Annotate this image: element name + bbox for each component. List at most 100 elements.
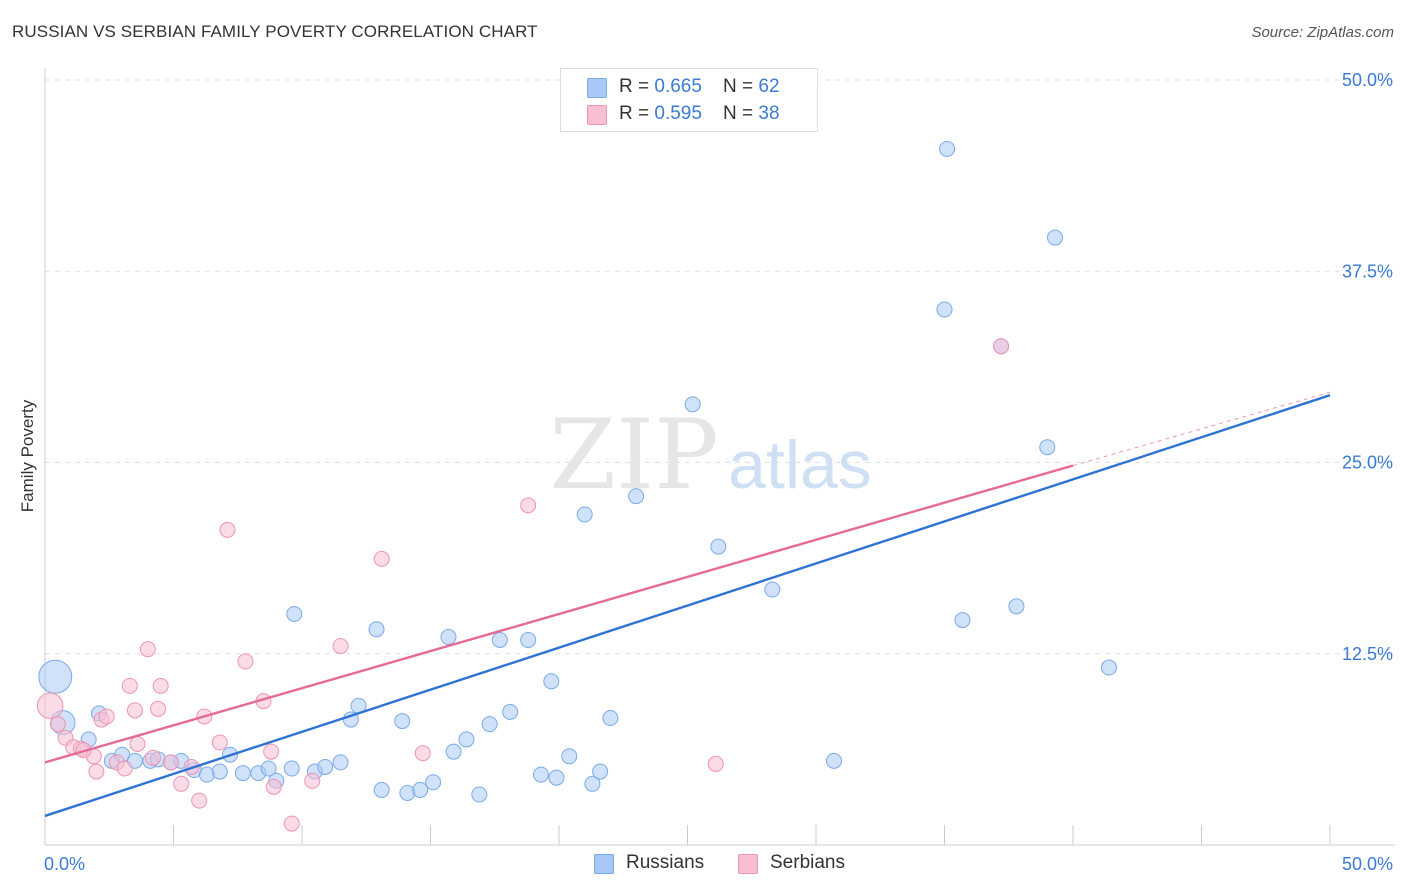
data-point	[368, 621, 385, 638]
data-point	[191, 792, 208, 809]
trend-line-extension	[1072, 391, 1331, 467]
data-point	[283, 815, 300, 832]
axes	[44, 68, 1395, 846]
data-point	[116, 760, 133, 777]
legend-label-russians: Russians	[626, 852, 705, 873]
data-point	[1047, 229, 1064, 246]
data-point	[373, 781, 390, 798]
stats-legend: R = 0.665 N = 62 R = 0.595 N = 38	[560, 68, 818, 132]
data-point	[263, 743, 280, 760]
data-point	[440, 628, 457, 645]
data-point	[561, 748, 578, 765]
data-point	[954, 612, 971, 629]
x-tick-label: 0.0%	[44, 854, 85, 874]
legend-swatch-russians	[587, 78, 607, 98]
data-point	[1008, 598, 1025, 615]
data-point	[576, 506, 593, 523]
data-point	[1039, 439, 1056, 456]
data-point	[211, 763, 228, 780]
legend-n-value: 38	[758, 103, 780, 124]
trend-line	[44, 394, 1331, 818]
trend-lines	[44, 391, 1331, 818]
data-point	[98, 708, 115, 725]
data-point	[373, 550, 390, 567]
series-russians-points	[38, 140, 1117, 803]
data-point	[414, 745, 431, 762]
data-point	[304, 772, 321, 789]
data-point	[520, 631, 537, 648]
data-point	[592, 763, 609, 780]
data-point	[520, 497, 537, 514]
data-point	[543, 673, 560, 690]
source-label: Source: ZipAtlas.com	[1251, 24, 1394, 41]
data-point	[993, 338, 1010, 355]
data-point	[49, 716, 66, 733]
data-point	[548, 769, 565, 786]
legend-r-value: 0.595	[654, 103, 702, 124]
data-point	[491, 631, 508, 648]
series-serbians-points	[36, 338, 1010, 832]
legend-n-value: 62	[758, 76, 780, 97]
data-point	[332, 638, 349, 655]
legend-swatch-serbians	[587, 105, 607, 125]
data-point	[129, 736, 146, 753]
legend-r-value: 0.665	[654, 76, 702, 97]
legend-swatch-serbians	[738, 854, 758, 874]
data-point	[412, 781, 429, 798]
data-point	[237, 653, 254, 670]
data-point	[628, 488, 645, 505]
legend-swatch-russians	[594, 854, 614, 874]
y-tick-label: 25.0%	[1342, 453, 1393, 473]
data-point	[481, 716, 498, 733]
legend-n-label: N =	[723, 76, 759, 97]
data-point	[88, 763, 105, 780]
data-point	[211, 734, 228, 751]
legend-label-serbians: Serbians	[770, 852, 845, 873]
tick-labels: 12.5% 25.0% 37.5% 50.0% 0.0% 50.0%	[44, 70, 1393, 874]
data-point	[173, 775, 190, 792]
data-point	[825, 752, 842, 769]
data-point	[764, 581, 781, 598]
data-point	[219, 521, 236, 538]
data-point	[332, 754, 349, 771]
data-point	[710, 538, 727, 555]
data-point	[144, 749, 161, 766]
data-point	[445, 743, 462, 760]
y-axis-label: Family Poverty	[18, 399, 37, 513]
data-point	[234, 765, 251, 782]
data-point	[584, 775, 601, 792]
x-tick-label: 50.0%	[1342, 854, 1393, 874]
data-point	[533, 766, 550, 783]
grid-lines	[45, 79, 1395, 655]
data-point	[139, 641, 156, 658]
data-point	[126, 702, 143, 719]
data-point	[471, 786, 488, 803]
data-point	[150, 700, 167, 717]
data-point	[121, 677, 138, 694]
data-point	[939, 140, 956, 157]
data-point	[684, 396, 701, 413]
data-point	[286, 605, 303, 622]
data-point	[317, 758, 334, 775]
data-point	[707, 755, 724, 772]
data-point	[38, 659, 73, 694]
y-tick-label: 50.0%	[1342, 70, 1393, 90]
data-point	[936, 301, 953, 318]
data-point	[36, 692, 64, 720]
data-point	[394, 713, 411, 730]
data-point	[1100, 659, 1117, 676]
data-point	[458, 731, 475, 748]
data-point	[162, 754, 179, 771]
data-point	[425, 774, 442, 791]
data-point	[602, 710, 619, 727]
data-point	[260, 760, 277, 777]
watermark: ZIP atlas	[549, 399, 871, 511]
y-tick-label: 37.5%	[1342, 261, 1393, 281]
legend-r-label: R =	[619, 76, 655, 97]
legend-r-label: R =	[619, 103, 655, 124]
trend-line	[44, 464, 1074, 764]
data-point	[283, 760, 300, 777]
data-point	[152, 677, 169, 694]
data-point	[265, 778, 282, 795]
